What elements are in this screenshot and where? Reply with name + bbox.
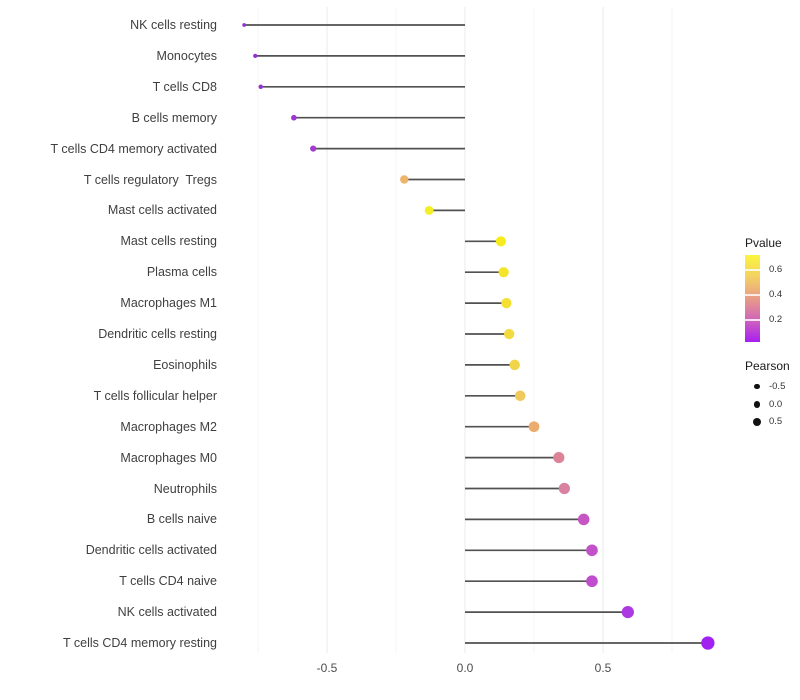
category-label: Eosinophils	[153, 357, 217, 372]
category-label: Macrophages M0	[120, 450, 217, 465]
lollipop-dot	[495, 236, 506, 247]
size-legend-row: 0.0	[745, 396, 800, 414]
category-label: Mast cells resting	[120, 234, 217, 249]
size-legend-label: 0.5	[768, 416, 783, 428]
lollipop-dot	[586, 575, 598, 588]
category-label: NK cells activated	[117, 605, 217, 620]
lollipop-dot	[501, 297, 512, 309]
lollipop-dot	[498, 267, 509, 278]
lollipop-dot	[400, 175, 409, 184]
lollipop-dot	[310, 145, 317, 152]
category-label: B cells naive	[146, 512, 217, 527]
size-legend-dot-medium	[753, 400, 761, 408]
pvalue-legend-title: Pvalue	[745, 236, 782, 250]
colorbar-tick	[745, 269, 760, 271]
category-label: T cells regulatory Tregs	[83, 172, 217, 187]
x-tick-label: -0.5	[316, 661, 338, 675]
category-label: Neutrophils	[153, 481, 217, 496]
lollipop-dot	[558, 482, 570, 495]
x-tick-label: 0.0	[456, 661, 474, 675]
colorbar-tick-label: 0.6	[769, 264, 783, 275]
lollipop-dot	[242, 23, 247, 27]
category-label: T cells CD4 memory resting	[63, 636, 217, 650]
category-label: T cells CD4 memory activated	[50, 141, 218, 156]
colorbar-tick	[745, 294, 760, 296]
size-legend-row: -0.5	[745, 378, 800, 396]
lollipop-dot	[553, 452, 565, 464]
size-legend-dot-large	[752, 417, 762, 426]
category-label: Dendritic cells activated	[85, 543, 217, 558]
category-label: T cells CD4 naive	[119, 574, 217, 589]
category-label: T cells CD8	[152, 79, 217, 94]
lollipop-dot	[528, 421, 540, 433]
pearson-legend-title: Pearson	[745, 359, 790, 373]
category-label: B cells memory	[131, 110, 217, 125]
lollipop-dot	[514, 390, 526, 402]
category-label: Macrophages M2	[120, 419, 217, 434]
category-label: T cells follicular helper	[93, 388, 217, 403]
x-tick-label: 0.5	[594, 661, 612, 675]
category-label: NK cells resting	[130, 18, 217, 32]
category-label: Dendritic cells resting	[98, 327, 217, 341]
lollipop-dot	[586, 544, 598, 557]
colorbar-tick	[745, 319, 760, 321]
size-legend-dot-small	[754, 384, 760, 390]
lollipop-dot	[509, 359, 520, 371]
lollipop-dot	[253, 53, 258, 59]
size-legend-label: -0.5	[768, 381, 786, 393]
category-label: Macrophages M1	[120, 296, 217, 311]
category-label: Plasma cells	[146, 265, 217, 280]
lollipop-dot	[258, 84, 264, 90]
category-label: Mast cells activated	[107, 203, 217, 218]
lollipop-dot	[503, 328, 515, 340]
colorbar-tick-label: 0.4	[769, 289, 783, 300]
size-legend-label: 0.0	[768, 398, 783, 410]
lollipop-dot	[424, 205, 434, 215]
lollipop-dot	[577, 513, 590, 526]
category-axis: NK cells resting Monocytes T cells CD8 B ce…	[0, 0, 218, 700]
colorbar-tick-label: 0.2	[769, 314, 783, 325]
lollipop-dot	[291, 114, 297, 121]
size-legend-row: 0.5	[745, 413, 800, 431]
pearson-size-legend: Pearson -0.5 0.0 0.5	[745, 359, 800, 431]
category-label: Monocytes	[156, 48, 217, 63]
pvalue-colorbar: 0.6 0.4 0.2	[745, 255, 782, 342]
pvalue-legend: Pvalue 0.6 0.4 0.2	[745, 236, 800, 342]
lollipop-dot	[701, 636, 715, 650]
lollipop-dot	[621, 606, 634, 619]
